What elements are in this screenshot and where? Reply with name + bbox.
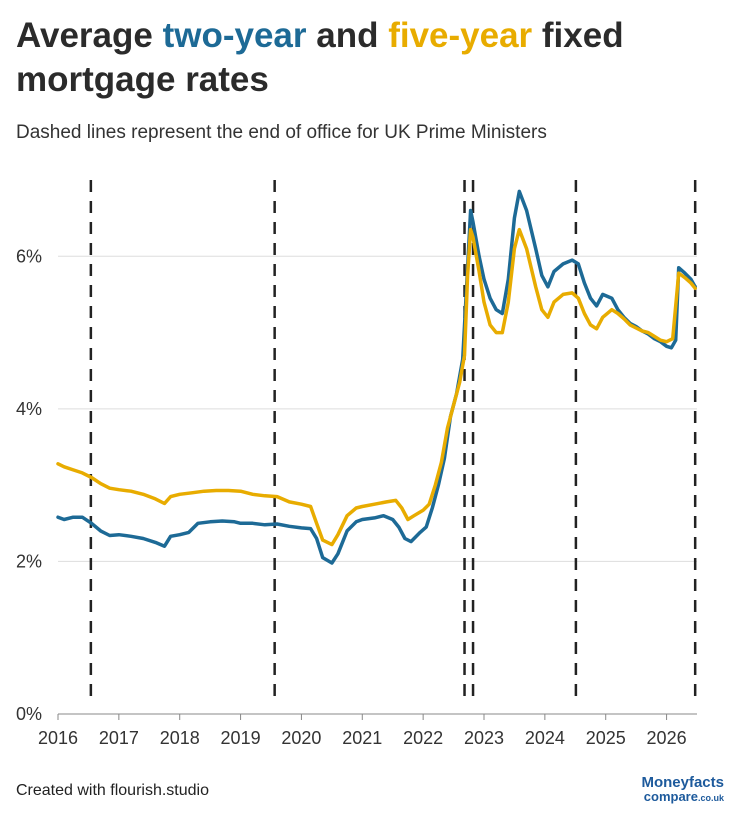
x-tick-label: 2021	[342, 728, 382, 748]
title-suffix: fixed mortgage rates	[16, 16, 624, 99]
x-tick-label: 2022	[403, 728, 443, 748]
x-tick-label: 2016	[38, 728, 78, 748]
flourish-credit[interactable]: Created with flourish.studio	[16, 782, 209, 799]
logo-compare: compare	[643, 789, 698, 804]
logo-line2: compare.co.uk	[641, 790, 724, 805]
gridlines	[58, 255, 697, 715]
y-tick-label: 6%	[16, 246, 42, 266]
x-tick-label: 2020	[281, 728, 321, 748]
chart-subtitle: Dashed lines represent the end of office…	[16, 122, 547, 143]
x-tick-label: 2018	[160, 728, 200, 748]
series-line-two-year[interactable]	[56, 189, 697, 565]
x-tick-label: 2025	[586, 728, 626, 748]
moneyfacts-logo[interactable]: Moneyfacts compare.co.uk	[641, 774, 724, 805]
y-tick-label: 4%	[16, 399, 42, 419]
axis: 0% 2% 4% 6% 2016 2017 2018 2019 2020 2021 2022 2023…	[16, 246, 697, 748]
title-five-year: five-year	[388, 16, 533, 55]
line-chart: 0% 2% 4% 6% 2016 2017 2018 2019 2020 2021 2022 2023…	[16, 180, 697, 748]
chart-title: Average two-year and five-year fixed mor…	[16, 14, 716, 102]
x-tick-label: 2023	[464, 728, 504, 748]
title-and: and	[306, 16, 389, 55]
y-tick-label: 2%	[16, 551, 42, 571]
series-line-five-year[interactable]	[56, 227, 697, 547]
series-lines	[56, 189, 697, 565]
title-prefix: Average	[16, 16, 163, 55]
title-two-year: two-year	[162, 16, 307, 55]
y-tick-label: 0%	[16, 704, 42, 724]
pm-dashed-lines	[89, 180, 697, 702]
logo-line1: Moneyfacts	[641, 774, 724, 791]
logo-suffix: .co.uk	[697, 793, 724, 803]
x-tick-label: 2017	[99, 728, 139, 748]
x-tick-label: 2026	[647, 728, 687, 748]
x-tick-label: 2019	[221, 728, 261, 748]
x-tick-label: 2024	[525, 728, 565, 748]
